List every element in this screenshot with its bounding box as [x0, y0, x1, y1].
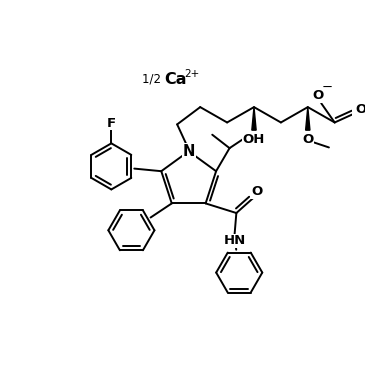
- Text: O: O: [355, 103, 365, 115]
- Text: O: O: [251, 185, 262, 199]
- Text: F: F: [107, 117, 116, 130]
- Text: O: O: [302, 133, 314, 146]
- Text: 2+: 2+: [184, 69, 199, 80]
- Text: Ca: Ca: [165, 72, 187, 87]
- Text: OH: OH: [243, 133, 265, 146]
- Text: −: −: [322, 81, 333, 95]
- Text: HN: HN: [223, 234, 246, 247]
- Text: N: N: [182, 144, 195, 159]
- Polygon shape: [252, 107, 256, 130]
- Polygon shape: [306, 107, 310, 130]
- Text: O: O: [313, 89, 324, 102]
- Text: 1/2: 1/2: [142, 73, 165, 86]
